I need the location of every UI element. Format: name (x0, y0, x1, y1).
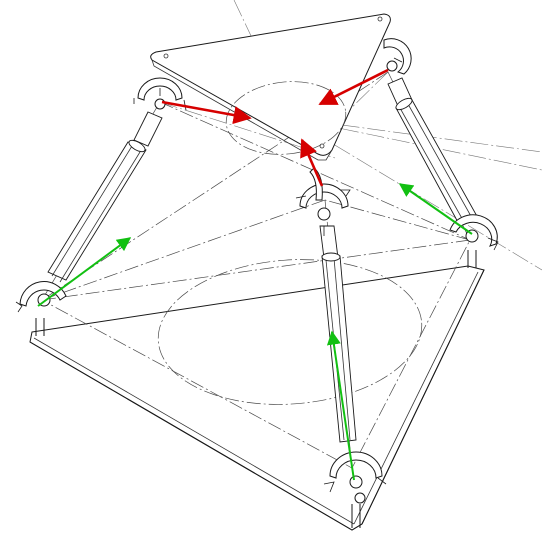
green-arrow-right (398, 183, 473, 235)
joint-bottom-right (449, 214, 499, 268)
red-arrow-right (318, 68, 389, 106)
joint-top-front (295, 167, 351, 236)
base-plate (29, 239, 485, 531)
red-arrow-left (161, 100, 252, 125)
red-arrow-front (300, 138, 324, 187)
upper-vectors (161, 68, 389, 187)
top-plate (150, 13, 391, 161)
leg-vectors (37, 183, 473, 481)
green-arrow-front (326, 330, 355, 481)
leg-left (47, 111, 163, 283)
leg-front (319, 225, 357, 443)
joint-top-right (383, 38, 412, 75)
green-arrow-left (37, 237, 132, 307)
joint-top-left (133, 77, 187, 111)
joint-bottom-front (323, 451, 387, 528)
leg-right (387, 77, 479, 227)
